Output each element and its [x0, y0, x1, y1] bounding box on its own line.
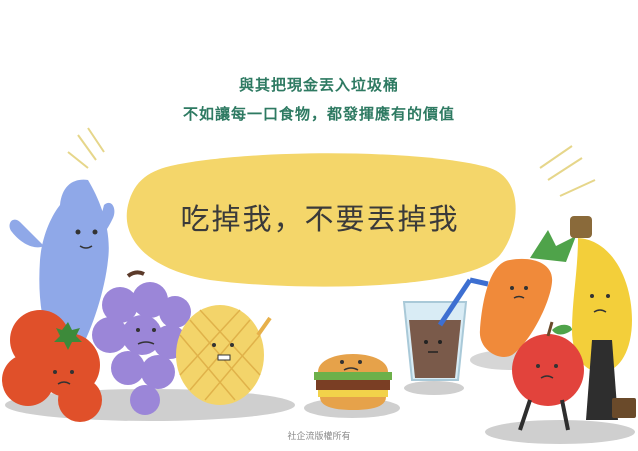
fish-character	[9, 179, 115, 350]
motion-lines-left	[67, 127, 105, 169]
headline-line-2: 不如讓每一口食物，都發揮應有的價值	[182, 105, 455, 123]
speech-bubble-shape	[126, 153, 516, 287]
tomatoes-character	[2, 310, 102, 422]
banana-character	[570, 216, 636, 420]
chocolate-drink-character	[402, 277, 489, 381]
grapes-character	[92, 270, 191, 415]
motion-lines-right	[539, 145, 596, 197]
melon-bun-character	[176, 305, 272, 405]
burger-character	[314, 354, 392, 410]
shadow-drink	[404, 381, 464, 395]
headline-line-1: 與其把現金丟入垃圾桶	[238, 76, 399, 94]
speech-bubble-text: 吃掉我，不要丟掉我	[180, 202, 460, 236]
apple-character	[512, 321, 584, 431]
carrot-character	[479, 230, 576, 358]
copyright-credit: 社企流版權所有	[287, 432, 351, 442]
